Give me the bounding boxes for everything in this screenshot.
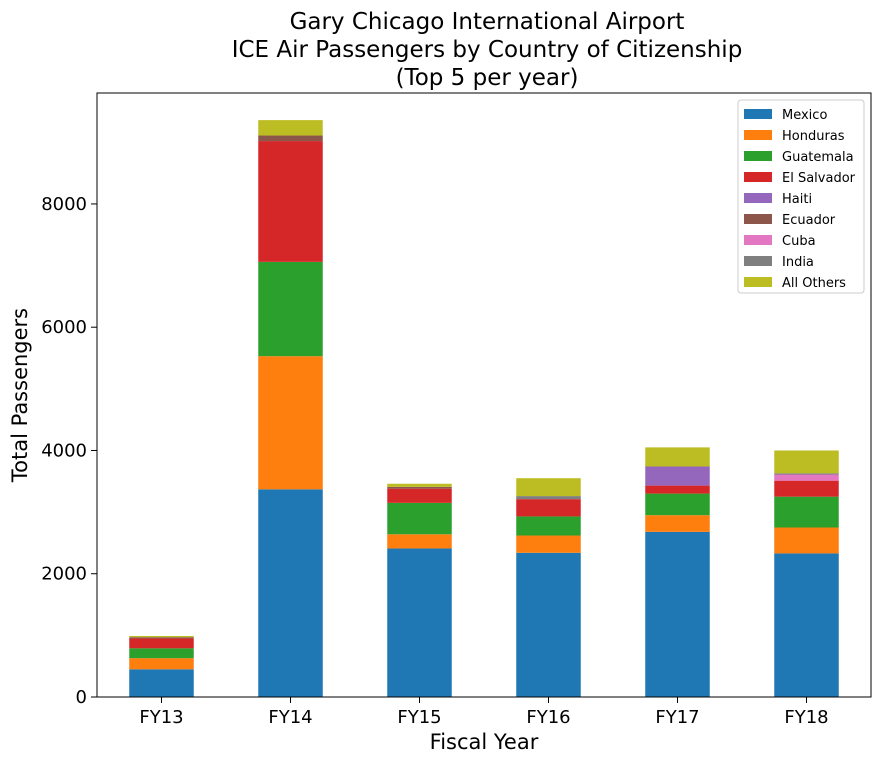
bar-ecuador-fy14 xyxy=(258,135,323,142)
legend-label: Haiti xyxy=(782,192,812,207)
bar-haiti-fy17 xyxy=(645,466,710,486)
bar-el-salvador-fy15 xyxy=(387,488,452,503)
legend-label: Mexico xyxy=(782,108,827,123)
bar-mexico-fy14 xyxy=(258,489,323,697)
chart-title-line-1: Gary Chicago International Airport xyxy=(290,9,685,35)
bar-all-others-fy15 xyxy=(387,483,452,487)
bar-honduras-fy13 xyxy=(129,658,194,670)
legend-swatch xyxy=(744,277,772,287)
bars-group xyxy=(129,120,839,697)
legend-swatch xyxy=(744,256,772,266)
bar-guatemala-fy13 xyxy=(129,648,194,659)
legend-swatch xyxy=(744,214,772,224)
legend-label: Honduras xyxy=(782,129,845,144)
bar-honduras-fy16 xyxy=(516,535,581,553)
bar-guatemala-fy14 xyxy=(258,261,323,357)
legend-swatch xyxy=(744,193,772,203)
bar-el-salvador-fy16 xyxy=(516,499,581,517)
bar-mexico-fy13 xyxy=(129,669,194,697)
y-tick-label: 8000 xyxy=(41,194,87,215)
bar-honduras-fy18 xyxy=(774,527,839,554)
legend-label: Guatemala xyxy=(782,150,854,165)
x-axis-label: Fiscal Year xyxy=(430,730,539,754)
bar-india-fy18 xyxy=(774,473,839,475)
bar-guatemala-fy16 xyxy=(516,516,581,536)
bar-mexico-fy18 xyxy=(774,553,839,697)
bar-honduras-fy15 xyxy=(387,534,452,549)
bar-all-others-fy13 xyxy=(129,635,194,638)
legend-label: Ecuador xyxy=(782,213,836,228)
chart-title-line-2: ICE Air Passengers by Country of Citizen… xyxy=(232,37,743,63)
bar-guatemala-fy15 xyxy=(387,502,452,535)
y-axis-label: Total Passengers xyxy=(8,308,32,483)
legend-swatch xyxy=(744,235,772,245)
x-tick-label: FY18 xyxy=(784,707,828,728)
x-tick-label: FY17 xyxy=(655,707,699,728)
chart-title-line-3: (Top 5 per year) xyxy=(396,65,579,91)
legend-label: India xyxy=(782,255,814,270)
legend-swatch xyxy=(744,109,772,119)
x-tick-label: FY13 xyxy=(139,707,183,728)
bar-guatemala-fy17 xyxy=(645,493,710,516)
bar-ecuador-fy15 xyxy=(387,486,452,489)
legend: Mexico Honduras Guatemala El Salvador Haiti E… xyxy=(737,99,865,294)
y-tick-label: 2000 xyxy=(41,564,87,585)
x-tick-label: FY15 xyxy=(397,707,441,728)
bar-honduras-fy14 xyxy=(258,356,323,490)
x-tick-label: FY16 xyxy=(526,707,570,728)
bar-honduras-fy17 xyxy=(645,515,710,532)
bar-cuba-fy18 xyxy=(774,474,839,481)
bar-guatemala-fy18 xyxy=(774,496,839,528)
bar-all-others-fy18 xyxy=(774,450,839,474)
bar-el-salvador-fy13 xyxy=(129,638,194,649)
bar-el-salvador-fy18 xyxy=(774,480,839,497)
y-tick-label: 0 xyxy=(76,687,87,708)
bar-mexico-fy15 xyxy=(387,548,452,697)
legend-swatch xyxy=(744,172,772,182)
legend-swatch xyxy=(744,151,772,161)
bar-mexico-fy17 xyxy=(645,531,710,697)
y-axis: 0 2000 4000 6000 8000 xyxy=(41,194,97,708)
plot-frame xyxy=(96,92,872,698)
legend-label: All Others xyxy=(782,276,846,291)
bar-el-salvador-fy14 xyxy=(258,141,323,262)
bar-india-fy16 xyxy=(516,496,581,500)
legend-label: El Salvador xyxy=(782,171,856,186)
legend-swatch xyxy=(744,130,772,140)
bar-ecuador-fy13 xyxy=(129,637,194,639)
bar-mexico-fy16 xyxy=(516,552,581,697)
x-tick-label: FY14 xyxy=(268,707,312,728)
bar-all-others-fy17 xyxy=(645,447,710,467)
legend-label: Cuba xyxy=(782,234,816,249)
bar-all-others-fy14 xyxy=(258,120,323,136)
y-tick-label: 6000 xyxy=(41,317,87,338)
bar-el-salvador-fy17 xyxy=(645,485,710,494)
bar-all-others-fy16 xyxy=(516,478,581,497)
y-tick-label: 4000 xyxy=(41,440,87,461)
x-axis: FY13 FY14 FY15 FY16 FY17 FY18 xyxy=(139,697,829,728)
